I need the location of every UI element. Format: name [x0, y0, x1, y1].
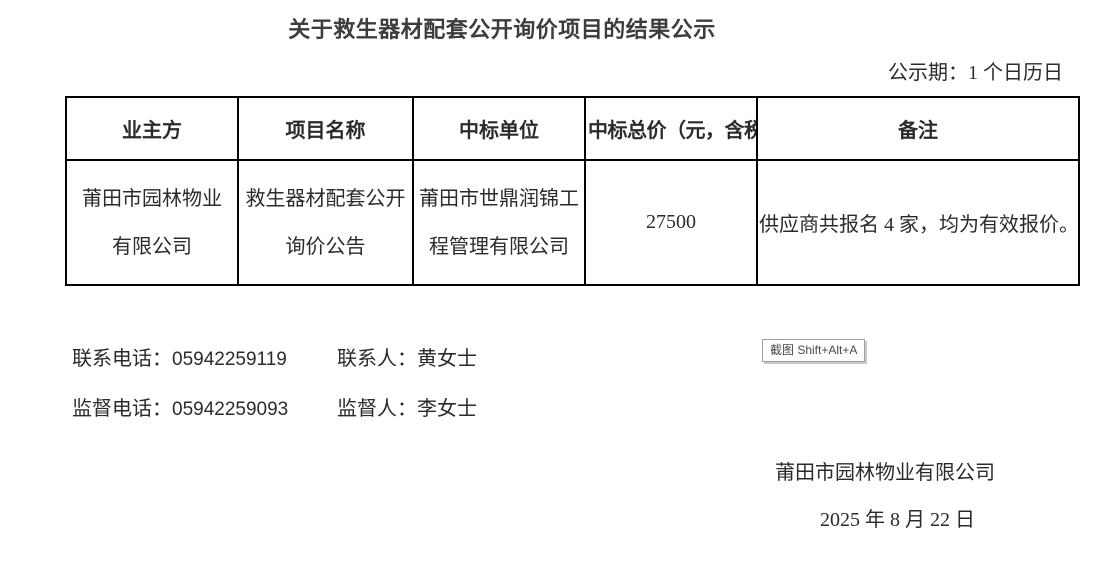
supervisor-phone-label: 监督电话： [72, 398, 172, 420]
header-remark: 备注 [756, 96, 1080, 161]
contact-line: 联系电话：05942259119 联系人：黄女士 [72, 342, 477, 371]
supervisor-person: 监督人：李女士 [337, 398, 477, 420]
cell-remark: 供应商共报名 4 家，均为有效报价。 [756, 159, 1080, 286]
contact-phone-label: 联系电话： [72, 348, 172, 370]
contact-person: 联系人：黄女士 [337, 348, 477, 370]
cell-project-name: 救生器材配套公开询价公告 [237, 159, 414, 286]
publicity-period: 公示期：1 个日历日 [888, 62, 1063, 84]
signature-company: 莆田市园林物业有限公司 [775, 462, 995, 484]
header-project-name: 项目名称 [237, 96, 414, 161]
screenshot-shortcut-tooltip: 截图 Shift+Alt+A [762, 339, 866, 362]
header-winning-price: 中标总价（元，含税） [584, 96, 758, 161]
header-owner: 业主方 [65, 96, 239, 161]
cell-winning-bidder: 莆田市世鼎润锦工程管理有限公司 [412, 159, 586, 286]
supervisor-phone-number: 05942259093 [172, 399, 289, 420]
contact-phone-number: 05942259119 [172, 349, 287, 370]
cell-winning-price: 27500 [584, 159, 758, 286]
signature-date: 2025 年 8 月 22 日 [820, 509, 975, 531]
result-table: 业主方 项目名称 中标单位 中标总价（元，含税） 备注 莆田市园林物业有限公司 … [65, 96, 1080, 286]
table-header-row: 业主方 项目名称 中标单位 中标总价（元，含税） 备注 [65, 96, 1080, 161]
supervisor-line: 监督电话：05942259093 监督人：李女士 [72, 392, 477, 421]
page-title: 关于救生器材配套公开询价项目的结果公示 [288, 17, 716, 42]
cell-owner: 莆田市园林物业有限公司 [65, 159, 239, 286]
table-row: 莆田市园林物业有限公司 救生器材配套公开询价公告 莆田市世鼎润锦工程管理有限公司… [65, 159, 1080, 286]
header-winning-bidder: 中标单位 [412, 96, 586, 161]
